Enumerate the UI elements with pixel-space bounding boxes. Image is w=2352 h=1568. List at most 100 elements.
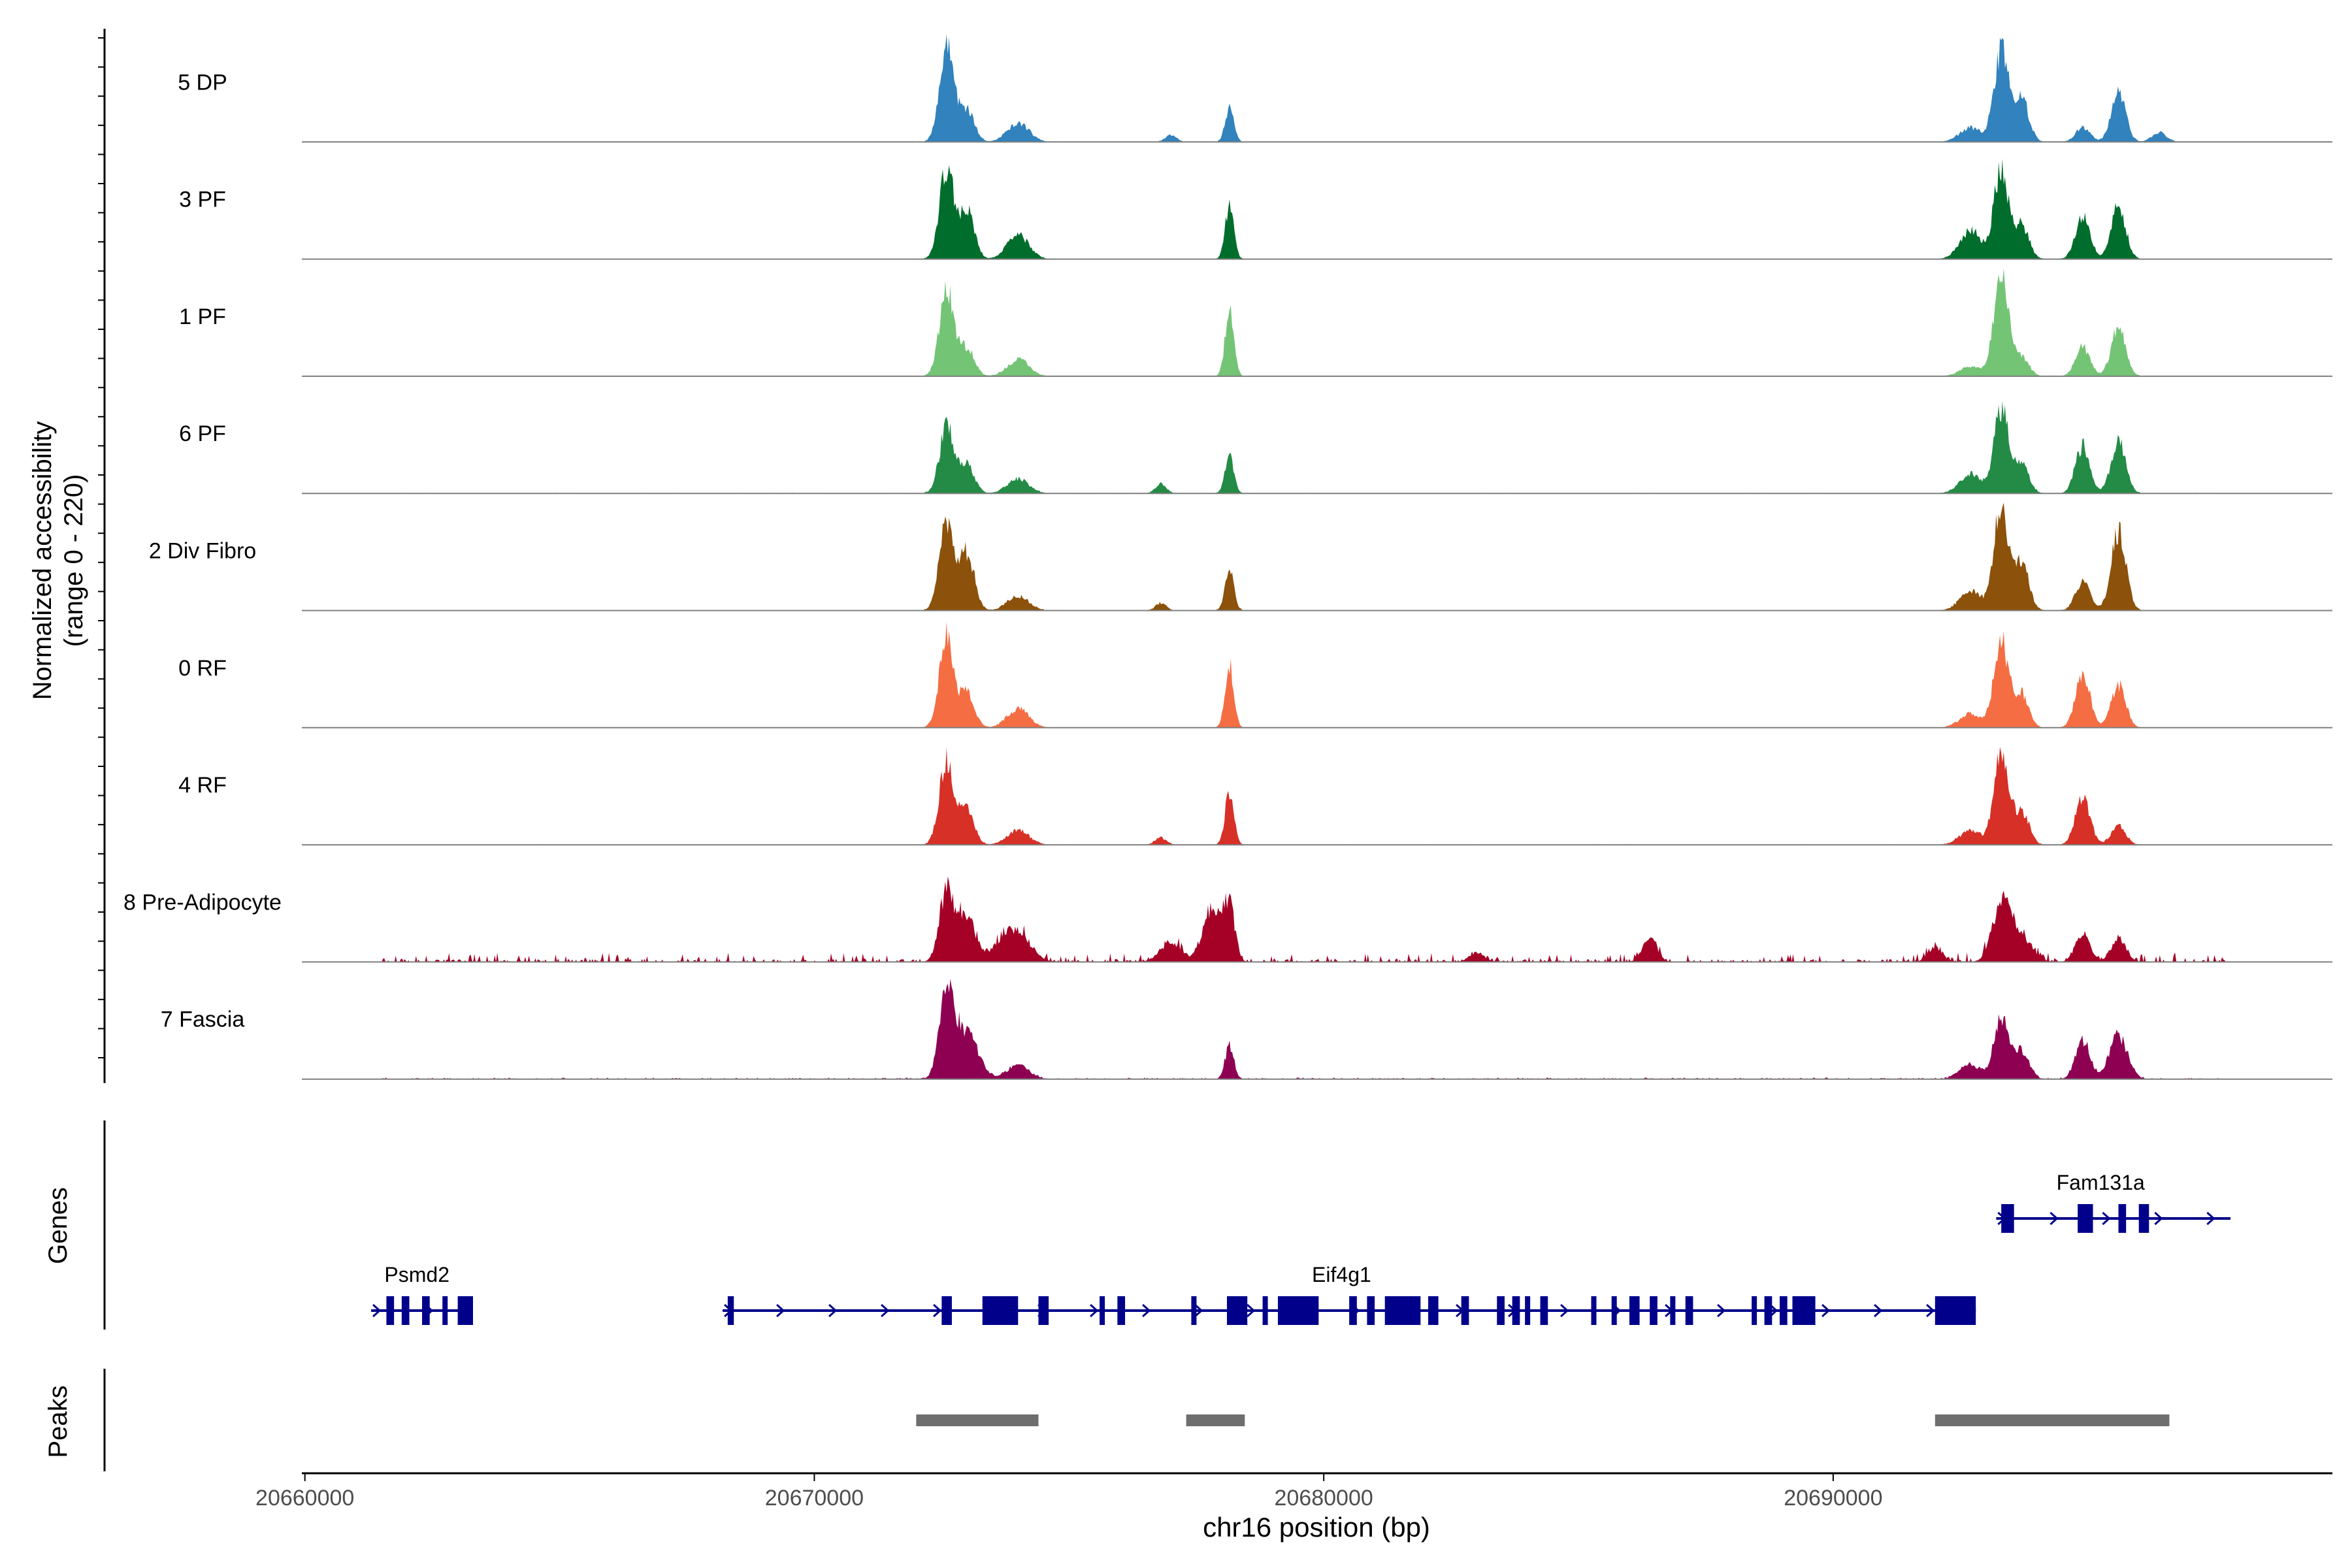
- x-tick-label: 20680000: [1274, 1486, 1373, 1511]
- gene-label: Psmd2: [384, 1263, 449, 1286]
- track-2-div-fibro: 2 Div Fibro: [149, 502, 2332, 612]
- track-label: 6 PF: [179, 421, 226, 446]
- exon: [1779, 1296, 1788, 1325]
- exon: [1349, 1296, 1357, 1325]
- strand-arrow-icon: [1821, 1303, 1831, 1318]
- exon: [1226, 1296, 1248, 1325]
- strand-arrow-icon: [372, 1303, 382, 1318]
- exon: [1670, 1296, 1676, 1325]
- exon: [1591, 1296, 1597, 1325]
- gene-label: Fam131a: [2057, 1171, 2145, 1194]
- exon: [1100, 1296, 1105, 1325]
- coverage-area: [302, 876, 2332, 962]
- strand-arrow-icon: [828, 1303, 838, 1318]
- y-axis-label-line2: (range 0 - 220): [59, 474, 88, 647]
- track-label: 1 PF: [179, 304, 226, 329]
- exon: [941, 1296, 952, 1325]
- strand-arrow-icon: [933, 1303, 942, 1318]
- exon: [982, 1296, 1019, 1325]
- exon: [1038, 1296, 1049, 1325]
- exon: [1650, 1296, 1658, 1325]
- strand-arrow-icon: [1247, 1303, 1256, 1318]
- track-label: 7 Fascia: [161, 1007, 245, 1032]
- coverage-area: [302, 159, 2332, 259]
- track-label: 4 RF: [178, 773, 227, 798]
- track-label: 2 Div Fibro: [149, 539, 256, 564]
- gene-fam131a: Fam131a: [1996, 1171, 2231, 1233]
- coverage-area: [302, 621, 2332, 728]
- exon: [1461, 1296, 1469, 1325]
- exon: [1752, 1296, 1757, 1325]
- exon: [1367, 1296, 1375, 1325]
- gene-eif4g1: Eif4g1: [723, 1263, 1976, 1325]
- strand-arrow-icon: [1874, 1303, 1883, 1318]
- coverage-area: [302, 400, 2332, 494]
- strand-arrow-icon: [2206, 1211, 2215, 1226]
- x-axis: 20660000 20670000 20680000 20690000: [255, 1472, 2332, 1511]
- x-tick-label: 20670000: [765, 1486, 864, 1511]
- peak-region: [1186, 1414, 1245, 1426]
- exon: [1497, 1296, 1505, 1325]
- exon: [2001, 1204, 2014, 1233]
- exon: [386, 1296, 395, 1325]
- gene-psmd2: Psmd2: [371, 1263, 473, 1325]
- exon: [1428, 1296, 1439, 1325]
- track-label: 3 PF: [179, 188, 226, 212]
- track-label: 5 DP: [178, 70, 227, 95]
- track-label: 0 RF: [178, 656, 227, 681]
- track-6-pf: 6 PF: [179, 400, 2332, 495]
- peak-region: [916, 1414, 1039, 1426]
- track-8-pre-adipocyte: 8 Pre-Adipocyte: [123, 876, 2332, 963]
- strand-arrow-icon: [776, 1303, 785, 1318]
- coverage-tracks: 5 DP 3 PF 1 PF 6 PF 2 Div Fibro 0 RF 4 RF 8 Pre…: [123, 34, 2332, 1080]
- y-axis-label-line1: Normalized accessibility: [28, 421, 57, 700]
- exon: [1262, 1296, 1268, 1325]
- exon: [401, 1296, 410, 1325]
- gene-annotation-panel: Psmd2 Eif4g1 Fam131a: [371, 1171, 2231, 1325]
- exon: [1792, 1296, 1816, 1325]
- exon: [1685, 1296, 1693, 1325]
- exon: [2118, 1204, 2127, 1233]
- track-5-dp: 5 DP: [178, 34, 2332, 143]
- exon: [2078, 1204, 2093, 1233]
- exon: [1117, 1296, 1126, 1325]
- track-7-fascia: 7 Fascia: [161, 979, 2332, 1080]
- peaks-panel: [916, 1414, 2170, 1426]
- exon: [1935, 1296, 1976, 1325]
- coverage-area: [302, 34, 2332, 142]
- strand-arrow-icon: [2102, 1211, 2111, 1226]
- exon: [1629, 1296, 1640, 1325]
- strand-arrow-icon: [1560, 1303, 1569, 1318]
- strand-arrow-icon: [1717, 1303, 1726, 1318]
- exon: [1384, 1296, 1421, 1325]
- x-tick-label: 20660000: [255, 1486, 354, 1511]
- peaks-panel-label: Peaks: [44, 1385, 73, 1458]
- strand-arrow-icon: [2050, 1211, 2059, 1226]
- exon: [1191, 1296, 1197, 1325]
- track-0-rf: 0 RF: [178, 621, 2332, 728]
- strand-arrow-icon: [1194, 1303, 1203, 1318]
- coverage-area: [302, 747, 2332, 845]
- exon: [2138, 1204, 2149, 1233]
- exon: [442, 1296, 448, 1325]
- exon: [727, 1296, 734, 1325]
- strand-arrow-icon: [2154, 1211, 2163, 1226]
- genes-panel-label: Genes: [44, 1187, 73, 1264]
- x-tick-label: 20690000: [1784, 1486, 1882, 1511]
- strand-arrow-icon: [1926, 1303, 1935, 1318]
- exon: [457, 1296, 473, 1325]
- track-3-pf: 3 PF: [179, 159, 2332, 260]
- track-4-rf: 4 RF: [178, 747, 2332, 846]
- exon: [1277, 1296, 1319, 1325]
- track-1-pf: 1 PF: [179, 268, 2332, 377]
- peak-region: [1935, 1414, 2170, 1426]
- exon: [1540, 1296, 1548, 1325]
- exon: [422, 1296, 430, 1325]
- strand-arrow-icon: [881, 1303, 890, 1318]
- coverage-area: [302, 502, 2332, 611]
- coverage-area: [302, 979, 2332, 1079]
- track-label: 8 Pre-Adipocyte: [123, 890, 282, 915]
- exon: [1611, 1296, 1617, 1325]
- coverage-area: [302, 268, 2332, 376]
